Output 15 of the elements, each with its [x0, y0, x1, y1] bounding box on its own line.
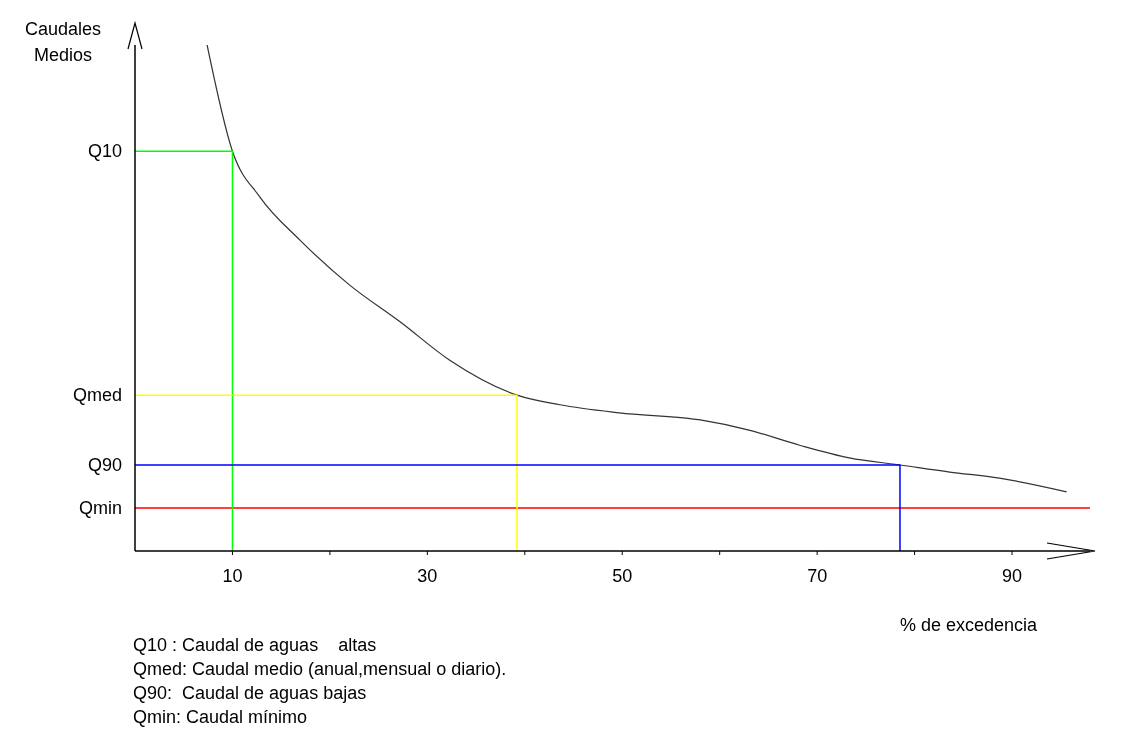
text: Q90: Caudal de aguas bajas — [133, 682, 368, 705]
x-tick-label: 90 — [1002, 565, 1023, 586]
series-label: Qmed — [72, 385, 122, 406]
series-label: Q10 — [87, 141, 122, 162]
text: Qmin: Caudal mínimo — [133, 706, 309, 729]
x-axis-title: % de excedencia — [900, 615, 1038, 636]
x-tick-label: 10 — [222, 565, 243, 586]
series-label: Q90 — [87, 454, 122, 475]
text: Q10 : Caudal de aguas altas — [133, 634, 378, 657]
text: Qmed: Caudal medio (anual,mensual o diario). — [133, 658, 507, 681]
ref-line-label: Qmin — [78, 497, 122, 518]
x-tick-label: 70 — [807, 565, 828, 586]
x-tick-label: 30 — [417, 565, 438, 586]
y-axis-title: Caudales Medios — [23, 18, 103, 67]
x-tick-label: 50 — [612, 565, 633, 586]
